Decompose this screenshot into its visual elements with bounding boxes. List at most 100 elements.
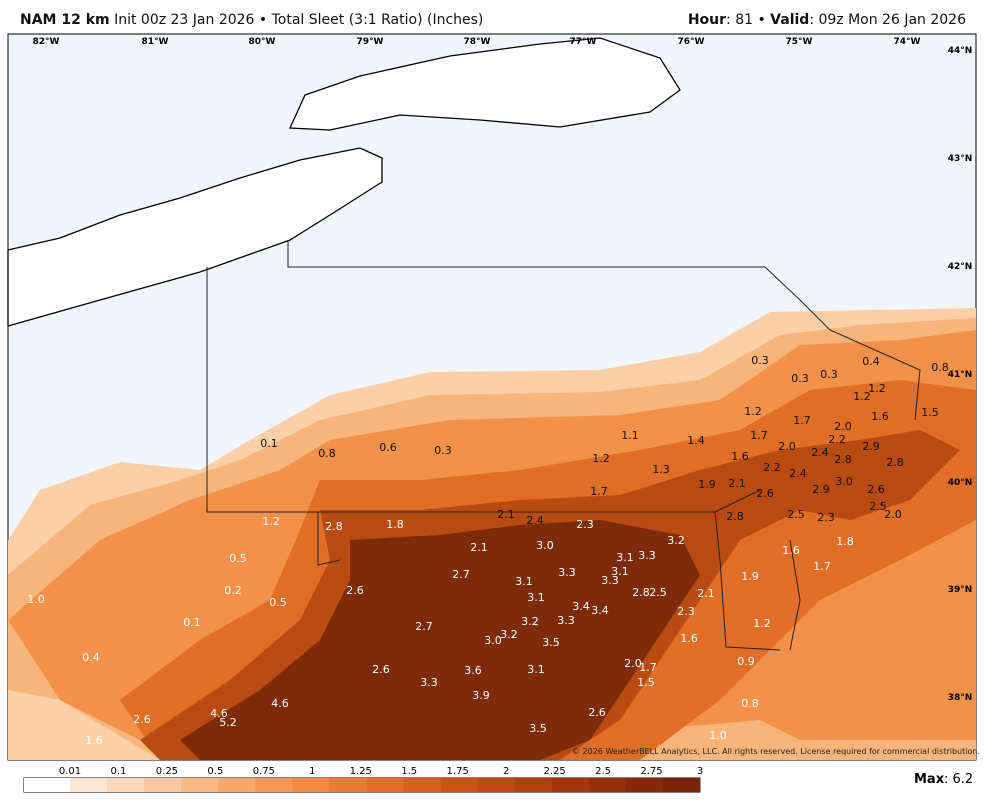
value-label: 0.1 <box>183 616 201 629</box>
longitude-label: 74°W <box>894 37 921 47</box>
value-label: 3.3 <box>558 566 576 579</box>
colorbar-tick-label: 3 <box>697 766 703 777</box>
value-label: 1.2 <box>262 515 280 528</box>
colorbar-swatch <box>144 778 182 792</box>
value-label: 3.0 <box>484 634 502 647</box>
colorbar-tick-label: 2.75 <box>640 766 662 777</box>
colorbar-tick-label: 2.25 <box>543 766 565 777</box>
value-label: 0.1 <box>260 437 278 450</box>
value-label: 0.6 <box>379 441 397 454</box>
colorbar-swatch <box>662 778 701 792</box>
value-label: 2.0 <box>834 420 852 433</box>
hour-label: Hour <box>687 12 727 28</box>
value-label: 0.3 <box>791 372 809 385</box>
value-label: 1.6 <box>731 450 749 463</box>
value-label: 2.1 <box>728 477 746 490</box>
longitude-label: 75°W <box>786 37 813 47</box>
value-label: 0.9 <box>737 655 755 668</box>
value-label: 1.6 <box>680 632 698 645</box>
state-borders <box>206 240 921 651</box>
value-label: 2.5 <box>649 586 667 599</box>
hour: : 81 • <box>726 12 771 28</box>
value-label: 1.7 <box>750 429 768 442</box>
model: NAM 12 km <box>20 12 110 28</box>
value-label: 2.6 <box>588 706 606 719</box>
value-label: 0.2 <box>224 584 242 597</box>
colorbar-tick-label: 1.75 <box>447 766 469 777</box>
value-label: 1.9 <box>698 478 716 491</box>
value-label: 1.7 <box>813 560 831 573</box>
value-label: 3.6 <box>464 664 482 677</box>
value-label: 2.2 <box>763 461 781 474</box>
colorbar-swatch <box>551 778 590 792</box>
value-label: 2.0 <box>624 657 642 670</box>
colorbar-swatch <box>181 778 219 792</box>
value-label: 0.8 <box>741 697 759 710</box>
max-value: : 6.2 <box>944 772 973 787</box>
colorbar-tick-label: 0.5 <box>207 766 223 777</box>
max-label: Max <box>914 772 945 787</box>
latitude-label: 44°N <box>948 46 973 56</box>
value-label: 2.6 <box>133 713 151 726</box>
value-label: 4.6 <box>210 707 228 720</box>
value-label: 1.7 <box>639 661 657 674</box>
value-label: 5.2 <box>219 716 237 729</box>
value-label: 2.8 <box>325 520 343 533</box>
value-label: 2.0 <box>884 508 902 521</box>
value-label: 1.5 <box>921 406 939 419</box>
value-label: 1.5 <box>637 676 655 689</box>
value-label: 3.3 <box>601 574 619 587</box>
value-label: 3.3 <box>557 614 575 627</box>
value-label: 2.8 <box>834 453 852 466</box>
value-label: 1.2 <box>753 617 771 630</box>
value-label: 2.6 <box>372 663 390 676</box>
value-label: 0.8 <box>931 361 949 374</box>
value-label: 1.0 <box>709 729 727 742</box>
colorbar-swatch <box>588 778 627 792</box>
value-label: 4.6 <box>271 697 289 710</box>
value-label: 3.5 <box>529 722 547 735</box>
value-label: 2.0 <box>778 440 796 453</box>
value-label: 0.3 <box>820 368 838 381</box>
colorbar-swatch <box>440 778 479 792</box>
value-label: 2.3 <box>576 518 594 531</box>
value-label: 1.2 <box>853 390 871 403</box>
latitude-label: 41°N <box>948 370 973 380</box>
value-label: 1.2 <box>592 452 610 465</box>
value-label: 0.8 <box>318 447 336 460</box>
valid-label: Valid <box>770 12 810 28</box>
colorbar-swatch <box>292 778 330 792</box>
value-label: 2.7 <box>415 620 433 633</box>
value-label: 1.7 <box>590 485 608 498</box>
colorbar-tick-label: 2 <box>503 766 509 777</box>
value-label: 1.4 <box>687 434 705 447</box>
value-label: 3.5 <box>542 636 560 649</box>
colorbar-swatch <box>218 778 256 792</box>
value-label: 0.4 <box>82 651 100 664</box>
value-label: 2.7 <box>452 568 470 581</box>
value-label: 2.6 <box>867 483 885 496</box>
value-label: 3.4 <box>572 600 590 613</box>
colorbar-swatch <box>255 778 293 792</box>
value-label: 2.8 <box>632 586 650 599</box>
value-label: 2.4 <box>811 446 829 459</box>
latitude-label: 43°N <box>948 154 973 164</box>
value-label: 3.1 <box>616 551 634 564</box>
colorbar-tick-label: 0.01 <box>59 766 81 777</box>
value-label: 3.2 <box>667 534 685 547</box>
longitude-label: 79°W <box>357 37 384 47</box>
longitude-label: 82°W <box>33 37 60 47</box>
colorbar-tick-label: 0.25 <box>156 766 178 777</box>
longitude-label: 80°W <box>249 37 276 47</box>
colorbar-swatch <box>366 778 405 792</box>
value-label: 1.6 <box>871 410 889 423</box>
value-label: 3.0 <box>835 475 853 488</box>
colorbar-swatch <box>514 778 553 792</box>
value-label: 2.9 <box>812 483 830 496</box>
longitude-label: 77°W <box>570 37 597 47</box>
header-right: Hour: 81 • Valid: 09z Mon 26 Jan 2026 <box>688 12 966 28</box>
value-label: 2.5 <box>869 500 887 513</box>
lakes <box>7 37 681 327</box>
